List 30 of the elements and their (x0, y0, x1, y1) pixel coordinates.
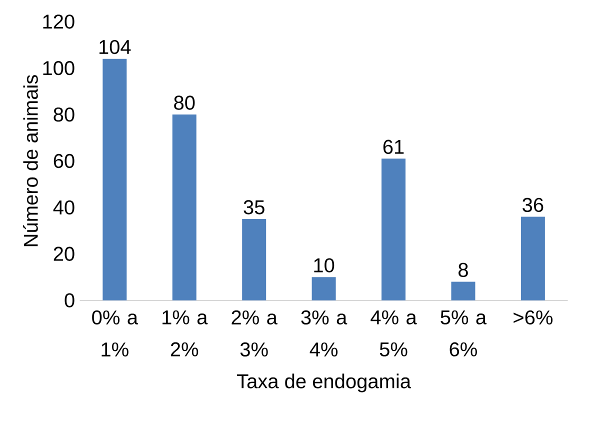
x-axis-title: Taxa de endogamia (236, 374, 412, 392)
y-tick-label: 60 (54, 154, 74, 168)
y-tick-label: 100 (43, 61, 74, 76)
y-tick-label: 20 (54, 246, 74, 261)
bar (382, 158, 406, 300)
y-tick-label: 80 (54, 107, 74, 122)
data-label: 61 (383, 140, 404, 154)
x-tick-label: 3% a 4% (301, 310, 348, 356)
data-label: 35 (244, 200, 264, 214)
bar (520, 216, 545, 300)
data-label: 104 (100, 40, 131, 54)
x-tick-label: 5% a 6% (440, 310, 487, 356)
bar (242, 219, 266, 300)
bar (312, 277, 336, 300)
data-label: 36 (522, 198, 544, 212)
x-tick-label: 4% a 5% (370, 310, 417, 356)
bar (102, 58, 127, 300)
bar (451, 282, 476, 300)
y-tick-label: 120 (43, 14, 74, 29)
bar (172, 114, 196, 300)
y-tick-label: 40 (53, 200, 74, 215)
x-tick-label: 2% a 3% (232, 310, 278, 357)
data-label: 8 (458, 262, 468, 278)
y-tick-label: 0 (64, 293, 74, 308)
data-label: 10 (314, 258, 334, 272)
y-axis-title: Número de animais (23, 75, 38, 246)
x-tick-label: 1% a 2% (162, 310, 208, 356)
x-tick-label: 0% a 1% (92, 310, 138, 356)
x-tick-label: >6% (514, 310, 553, 325)
data-label: 80 (174, 96, 195, 110)
